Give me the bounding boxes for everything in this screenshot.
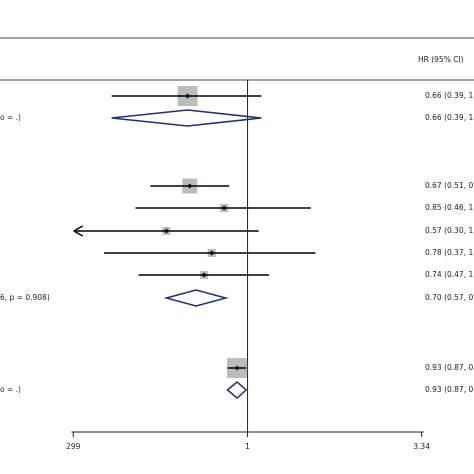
estimate-text: 0.70 (0.57, 0.8 <box>425 293 474 302</box>
estimate-text: 0.85 (0.46, 1.5 <box>425 203 474 212</box>
estimate-text: 0.78 (0.37, 1.6 <box>425 248 474 257</box>
estimate-point <box>163 228 169 234</box>
row-label: o = .) <box>0 385 21 394</box>
estimate-text: 0.66 (0.39, 1.1 <box>425 91 474 100</box>
estimate-point <box>185 93 191 99</box>
column-header: HR (95% CI) <box>418 55 464 64</box>
estimate-text: 0.74 (0.47, 1.1 <box>425 270 474 279</box>
estimate-text: 0.66 (0.39, 1.1 <box>425 113 474 122</box>
estimate-text: 0.57 (0.30, 1.0 <box>425 226 474 235</box>
row-label: o = .) <box>0 113 21 122</box>
estimate-point <box>201 272 207 278</box>
ci-arrow <box>73 225 84 237</box>
estimate-point <box>187 183 193 189</box>
summary-diamond <box>226 381 248 399</box>
summary-diamond <box>111 109 262 127</box>
row-label: 6, p = 0.908) <box>0 293 50 302</box>
x-tick-label: 299 <box>66 442 81 451</box>
estimate-text: 0.67 (0.51, 0.8 <box>425 181 474 190</box>
estimate-point <box>234 365 240 371</box>
estimate-point <box>209 250 215 256</box>
estimate-text: 0.93 (0.87, 0.9 <box>425 363 474 372</box>
x-tick-label: 1 <box>245 442 250 451</box>
x-tick-label: 3.34 <box>413 442 430 451</box>
summary-diamond <box>163 289 229 307</box>
estimate-text: 0.93 (0.87, 0.9 <box>425 385 474 394</box>
estimate-point <box>221 205 227 211</box>
